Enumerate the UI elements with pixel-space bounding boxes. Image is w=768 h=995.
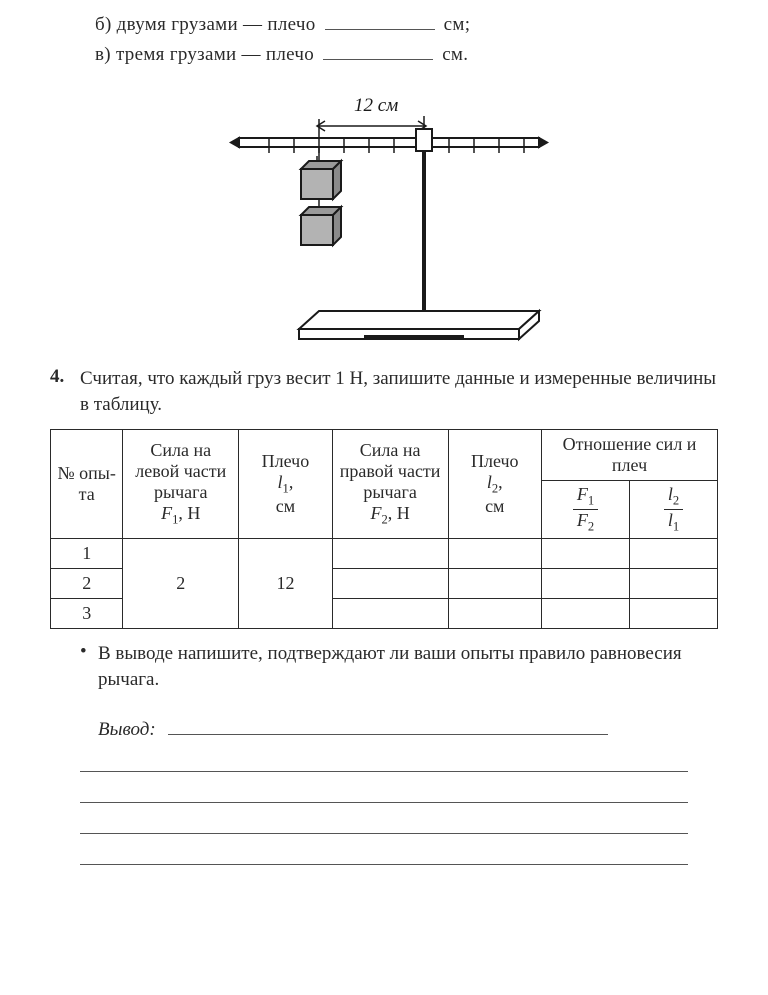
data-table: № опы­та Сила на левой части рычага F1, … — [50, 429, 718, 629]
cell-blank[interactable] — [332, 538, 448, 568]
cell-blank[interactable] — [448, 568, 542, 598]
weight-cubes — [301, 156, 341, 245]
cell-blank[interactable] — [332, 568, 448, 598]
conclusion-line[interactable] — [168, 708, 608, 735]
th-f2: Сила на правой части рычага F2, Н — [332, 430, 448, 539]
th-f1: Сила на левой части рычага F1, Н — [123, 430, 239, 539]
item-v-label: в) тремя грузами — плечо — [95, 44, 314, 65]
th-ratio-f: F1 F2 — [542, 481, 630, 539]
worksheet-page: б) двумя грузами — плечо см; в) тремя гр… — [0, 0, 768, 995]
conclusion-block: Вывод: — [98, 708, 718, 741]
row-num: 2 — [51, 568, 123, 598]
cell-blank[interactable] — [332, 598, 448, 628]
question-4: 4. Считая, что каждый груз весит 1 Н, за… — [50, 366, 718, 417]
th-l2: Плечо l2, см — [448, 430, 542, 539]
item-v: в) тремя грузами — плечо см. — [95, 44, 718, 66]
item-v-unit: см. — [442, 44, 468, 65]
cell-blank[interactable] — [629, 598, 717, 628]
cell-blank[interactable] — [448, 538, 542, 568]
item-b-label: б) двумя грузами — плечо — [95, 14, 316, 35]
conclusion-line[interactable] — [80, 838, 688, 865]
item-b-blank[interactable] — [325, 29, 435, 30]
th-ratio: Отношение сил и плеч — [542, 430, 718, 481]
row-num: 1 — [51, 538, 123, 568]
cell-blank[interactable] — [629, 538, 717, 568]
table-row: 1 2 12 — [51, 538, 718, 568]
item-v-blank[interactable] — [323, 59, 433, 60]
bullet-text: В выводе напишите, подтверждают ли ваши … — [98, 641, 718, 692]
th-l1: Плечо l1, см — [239, 430, 333, 539]
q4-text: Считая, что каждый груз весит 1 Н, запиш… — [80, 366, 718, 417]
cell-blank[interactable] — [448, 598, 542, 628]
conclusion-line[interactable] — [80, 776, 688, 803]
bullet-dot: • — [80, 641, 98, 692]
th-num: № опы­та — [51, 430, 123, 539]
lever-figure: 12 см — [209, 81, 559, 351]
q4-number: 4. — [50, 366, 80, 417]
cell-blank[interactable] — [629, 568, 717, 598]
conclusion-line[interactable] — [80, 807, 688, 834]
row-num: 3 — [51, 598, 123, 628]
cell-l1-merged: 12 — [239, 538, 333, 628]
th-ratio-l: l2 l1 — [629, 481, 717, 539]
cell-f1-merged: 2 — [123, 538, 239, 628]
conclusion-line[interactable] — [80, 745, 688, 772]
item-b-unit: см; — [444, 14, 471, 35]
cell-blank[interactable] — [542, 568, 630, 598]
item-b: б) двумя грузами — плечо см; — [95, 14, 718, 36]
bullet-instruction: • В выводе напишите, подтверждают ли ваш… — [80, 641, 718, 692]
conclusion-label: Вывод: — [98, 719, 156, 740]
cell-blank[interactable] — [542, 538, 630, 568]
cell-blank[interactable] — [542, 598, 630, 628]
dimension-label: 12 см — [354, 95, 398, 116]
